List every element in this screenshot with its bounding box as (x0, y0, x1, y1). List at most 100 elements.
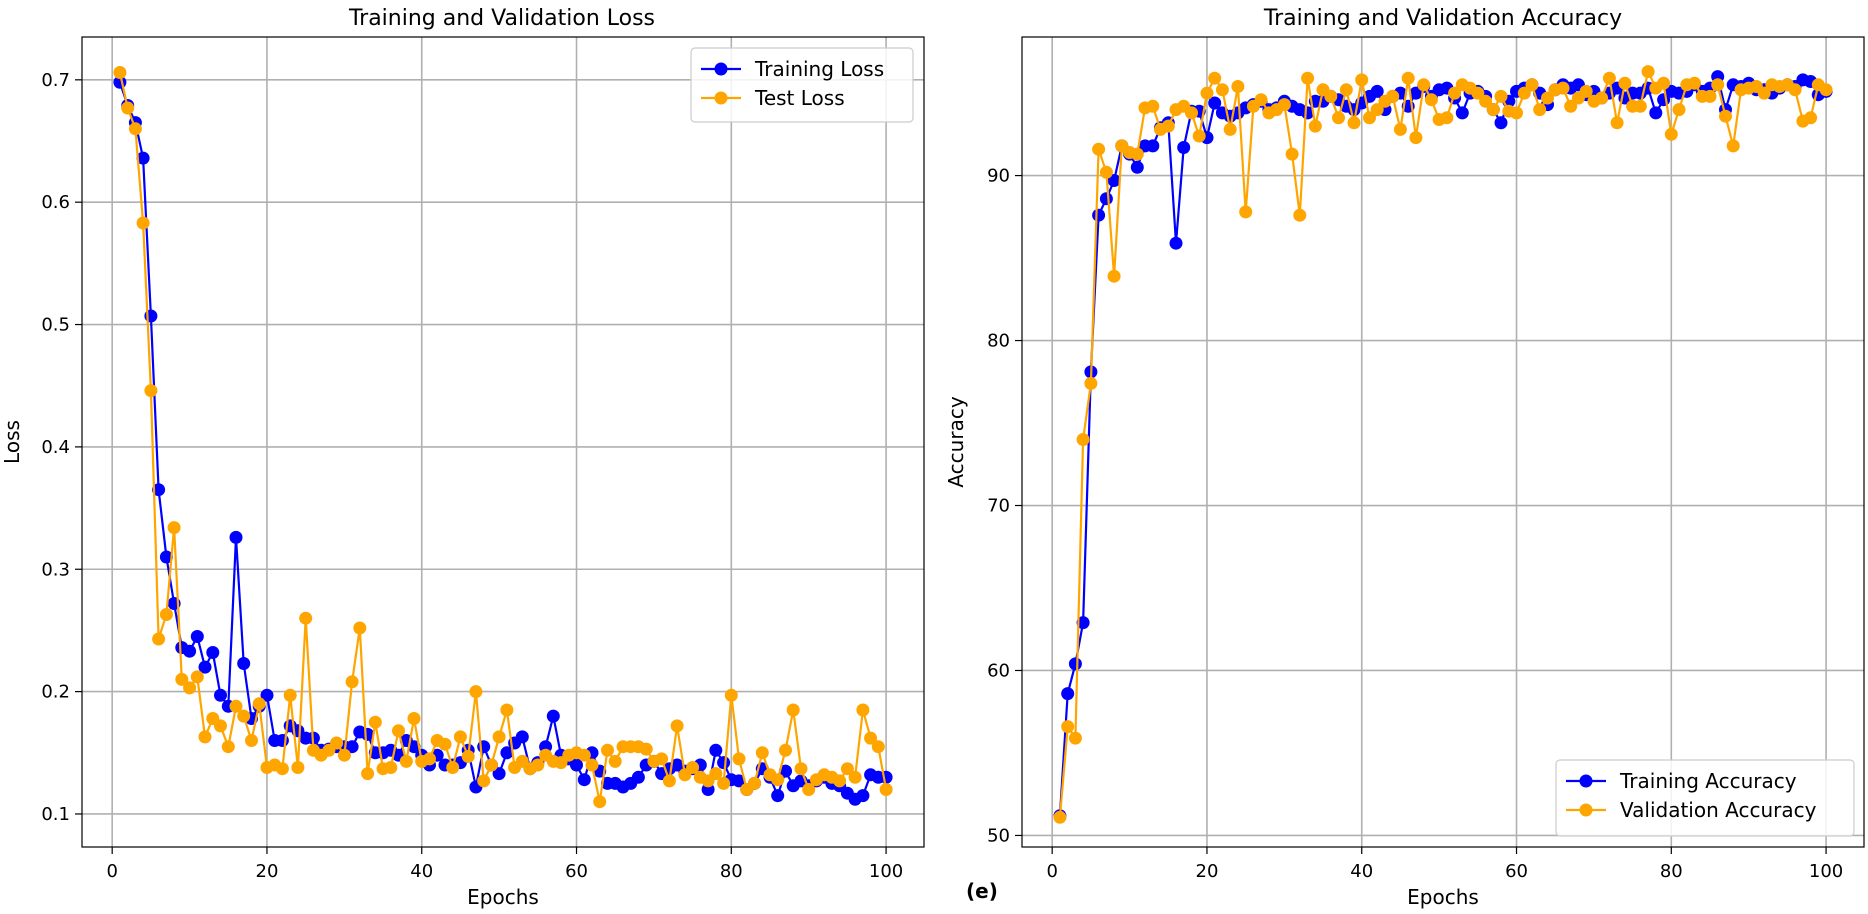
accuracy-point-1 (1618, 76, 1632, 90)
loss-point-1 (461, 750, 475, 763)
accuracy-ytick-label: 70 (987, 496, 1010, 517)
loss-legend-label-0: Training Loss (754, 57, 884, 81)
loss-point-1 (368, 715, 382, 729)
accuracy-ytick-label: 90 (987, 166, 1010, 187)
loss-point-1 (175, 672, 189, 686)
accuracy-point-1 (1301, 71, 1315, 85)
loss-point-1 (345, 675, 359, 689)
accuracy-point-1 (1688, 76, 1701, 90)
loss-point-1 (214, 719, 227, 733)
accuracy-point-1 (1324, 89, 1338, 103)
loss-point-1 (732, 752, 746, 766)
accuracy-point-0 (1455, 106, 1469, 120)
loss-point-0 (198, 660, 212, 674)
loss-point-1 (755, 746, 769, 760)
loss-point-0 (717, 756, 731, 770)
loss-point-1 (608, 754, 622, 768)
accuracy-xtick-label: 20 (1196, 861, 1219, 882)
accuracy-xtick-label: 60 (1505, 861, 1528, 882)
accuracy-point-0 (1177, 141, 1191, 154)
loss-point-1 (384, 761, 398, 774)
loss-point-1 (446, 761, 460, 774)
loss-point-1 (577, 748, 591, 762)
loss-point-0 (709, 743, 723, 757)
accuracy-chart-legend: Training Accuracy Validation Accuracy (1555, 759, 1855, 837)
accuracy-point-1 (1185, 106, 1198, 120)
loss-point-1 (469, 685, 483, 699)
accuracy-xtick-label: 40 (1350, 861, 1373, 882)
loss-point-1 (670, 719, 684, 733)
accuracy-point-1 (1215, 83, 1229, 97)
loss-point-1 (128, 122, 142, 136)
accuracy-point-1 (1440, 111, 1454, 125)
accuracy-point-1 (1788, 83, 1802, 97)
accuracy-chart-title: Training and Validation Accuracy (1263, 6, 1622, 31)
loss-point-1 (144, 384, 158, 398)
accuracy-point-0 (1169, 236, 1183, 250)
accuracy-point-0 (1068, 657, 1082, 671)
accuracy-point-1 (1525, 78, 1539, 92)
loss-point-1 (121, 101, 135, 115)
loss-point-1 (802, 783, 816, 796)
loss-point-1 (500, 703, 514, 717)
loss-point-0 (407, 740, 421, 754)
accuracy-point-1 (1595, 91, 1609, 105)
loss-point-1 (113, 66, 127, 79)
loss-point-1 (229, 699, 243, 713)
loss-point-1 (639, 742, 653, 756)
accuracy-point-1 (1146, 99, 1160, 113)
accuracy-point-1 (1664, 127, 1678, 141)
loss-point-1 (531, 758, 545, 772)
panel-label: (e) (966, 879, 998, 903)
accuracy-ytick-label: 50 (987, 825, 1010, 846)
loss-point-1 (237, 709, 251, 723)
accuracy-point-1 (1401, 71, 1415, 85)
accuracy-point-1 (1061, 720, 1075, 734)
loss-point-1 (492, 730, 506, 744)
loss-chart-xticks: 0 20 40 60 80 100 (106, 847, 903, 882)
accuracy-ytick-label: 80 (987, 331, 1010, 352)
accuracy-point-1 (1564, 99, 1578, 113)
loss-point-0 (577, 773, 591, 787)
accuracy-point-1 (1424, 93, 1438, 107)
accuracy-point-0 (1494, 116, 1508, 130)
loss-point-1 (786, 703, 800, 717)
accuracy-chart-grid (1022, 37, 1864, 847)
loss-point-0 (570, 758, 583, 772)
loss-point-1 (484, 758, 498, 772)
loss-xtick-label: 60 (565, 861, 588, 882)
accuracy-point-1 (1370, 103, 1384, 117)
loss-point-1 (477, 774, 491, 788)
loss-point-1 (190, 670, 204, 684)
accuracy-point-1 (1076, 433, 1090, 446)
loss-point-1 (183, 681, 197, 695)
loss-point-1 (353, 621, 367, 635)
loss-ytick-label: 0.6 (41, 192, 70, 213)
accuracy-point-1 (1208, 71, 1222, 85)
accuracy-point-1 (1486, 103, 1500, 117)
loss-point-0 (136, 151, 150, 165)
accuracy-chart-yticks: 50 60 70 80 90 (987, 166, 1022, 846)
accuracy-point-1 (1347, 116, 1361, 130)
accuracy-xtick-label: 80 (1660, 861, 1683, 882)
accuracy-point-1 (1517, 86, 1531, 100)
loss-chart-legend: Training Loss Test Loss (690, 47, 914, 123)
loss-point-1 (662, 774, 676, 788)
loss-point-1 (453, 730, 467, 744)
accuracy-point-0 (1107, 174, 1121, 187)
loss-point-1 (871, 740, 885, 754)
loss-point-0 (345, 740, 359, 754)
loss-ytick-label: 0.1 (41, 804, 70, 825)
accuracy-point-1 (1703, 89, 1717, 103)
accuracy-point-1 (1719, 109, 1732, 123)
accuracy-point-1 (1556, 81, 1570, 95)
accuracy-ytick-label: 60 (987, 660, 1010, 681)
loss-point-1 (283, 688, 297, 702)
accuracy-chart-series (1053, 65, 1833, 824)
loss-point-1 (407, 712, 421, 725)
accuracy-legend-label-0: Training Accuracy (1619, 769, 1797, 793)
accuracy-chart: Training and Validation Accuracy 0 20 40 60… (944, 6, 1865, 909)
loss-xtick-label: 80 (720, 861, 743, 882)
accuracy-point-1 (1092, 142, 1106, 156)
accuracy-series-line-0 (1058, 75, 1827, 816)
